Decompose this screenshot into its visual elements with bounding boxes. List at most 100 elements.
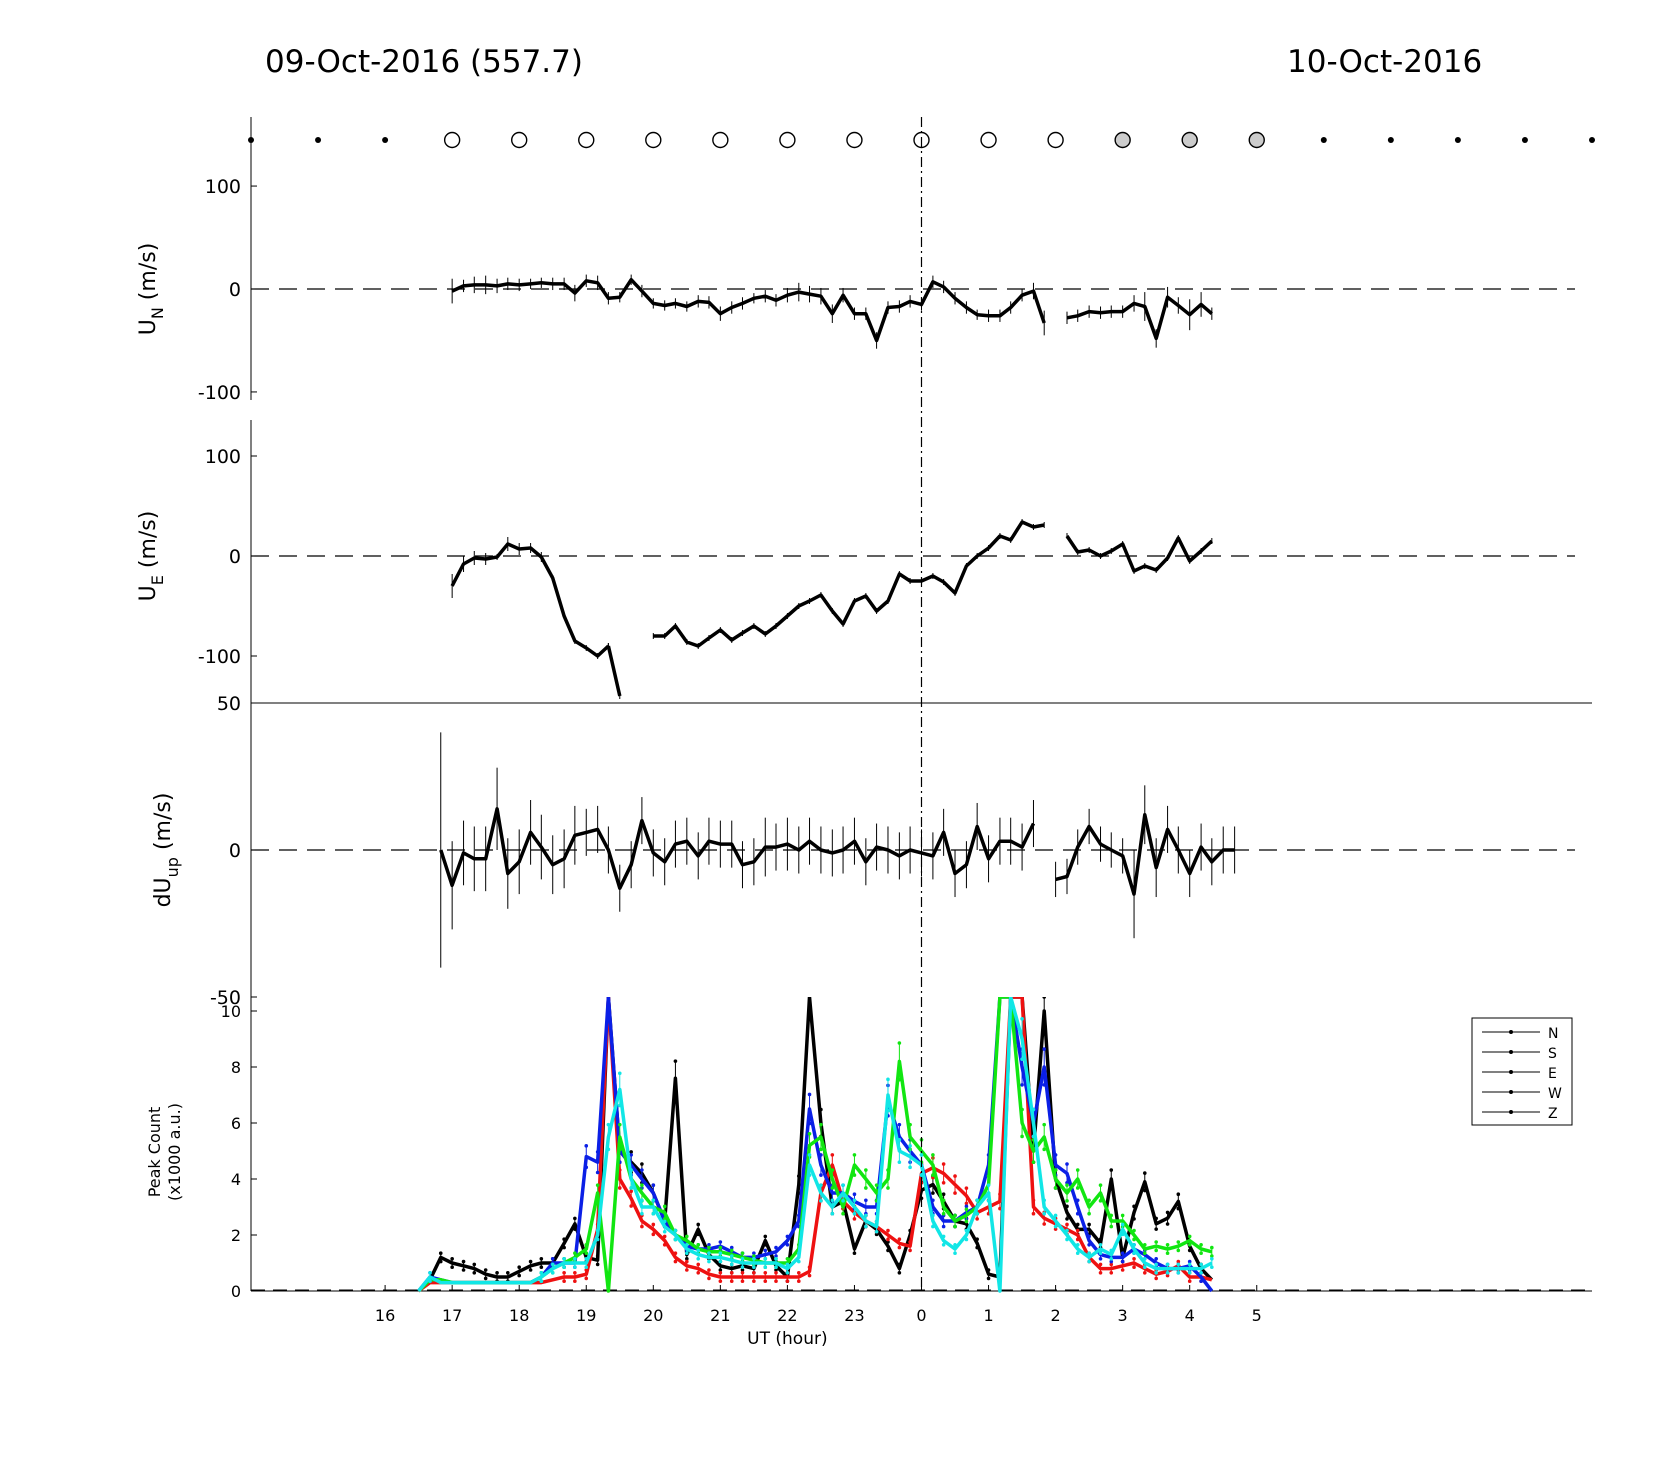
point-Z <box>1098 1251 1103 1255</box>
point-W <box>752 1254 756 1258</box>
x-tick-label: 2 <box>1051 1306 1061 1325</box>
point-N <box>450 1265 454 1269</box>
point-Z <box>1176 1271 1181 1275</box>
point-W <box>964 1207 969 1212</box>
point-Z <box>1154 1271 1158 1275</box>
point-Z <box>1176 1262 1181 1267</box>
point-S <box>763 1279 768 1283</box>
y-tick-label: 100 <box>205 446 241 468</box>
point-N <box>763 1234 768 1239</box>
point-Z <box>550 1271 555 1275</box>
series-group <box>417 997 1214 1293</box>
un-panel: -100 0 100 UN (m/s) <box>136 117 1575 404</box>
point-S <box>964 1201 969 1206</box>
point-Z <box>1020 1017 1024 1021</box>
point-S <box>1109 1271 1114 1275</box>
sky-marker-dot <box>1320 137 1327 143</box>
data-line <box>439 807 1036 890</box>
point-S <box>1132 1265 1136 1269</box>
point-W <box>595 1183 600 1187</box>
point-Z <box>841 1199 845 1203</box>
point-W <box>729 1248 734 1253</box>
point-S <box>886 1237 890 1242</box>
point-Z <box>886 1077 890 1082</box>
x-tick-label: 18 <box>509 1306 529 1325</box>
y-tick-label: -100 <box>198 646 241 668</box>
point-Z <box>696 1248 701 1253</box>
point-W <box>584 1251 589 1255</box>
point-Z <box>763 1265 768 1269</box>
point-N <box>483 1268 488 1272</box>
x-tick-label: 22 <box>777 1306 797 1325</box>
point-W <box>830 1186 835 1190</box>
point-Z <box>629 1186 633 1190</box>
point-S <box>562 1271 566 1275</box>
point-S <box>1042 1222 1047 1226</box>
legend-marker-E <box>1509 1070 1513 1074</box>
point-E <box>1109 1259 1114 1264</box>
point-Z <box>640 1211 644 1216</box>
point-E <box>729 1245 734 1250</box>
chart-title-left: 09-Oct-2016 (557.7) <box>265 44 583 80</box>
point-Z <box>718 1259 723 1264</box>
point-S <box>696 1271 701 1275</box>
y-axis-label: dUup (m/s) <box>151 793 182 908</box>
point-E <box>897 1122 902 1127</box>
point-Z <box>1120 1222 1125 1227</box>
y-tick-label: 50 <box>217 693 241 715</box>
point-S <box>964 1186 969 1190</box>
y-tick-label: 4 <box>231 1170 241 1189</box>
point-S <box>1187 1279 1192 1283</box>
point-Z <box>539 1279 544 1283</box>
point-Z <box>707 1259 711 1264</box>
point-S <box>953 1174 957 1178</box>
point-Z <box>740 1265 745 1269</box>
x-tick-label: 19 <box>576 1306 596 1325</box>
point-Z <box>897 1160 902 1164</box>
point-S <box>897 1237 902 1241</box>
data-line <box>653 520 1045 648</box>
point-S <box>1142 1271 1147 1275</box>
point-S <box>1165 1273 1170 1278</box>
point-N <box>1154 1227 1158 1231</box>
y-tick-label: 0 <box>231 1282 241 1301</box>
point-S <box>886 1228 890 1233</box>
point-Z <box>562 1257 566 1261</box>
legend-label-N: N <box>1548 1026 1558 1042</box>
point-E <box>629 1153 633 1157</box>
point-S <box>685 1268 689 1272</box>
point-Z <box>752 1265 756 1269</box>
sky-marker-open <box>846 131 863 149</box>
point-N <box>506 1271 510 1275</box>
point-W <box>1065 1199 1069 1203</box>
point-W <box>864 1186 868 1190</box>
point-W <box>941 1211 946 1216</box>
point-Z <box>729 1254 734 1258</box>
point-Z <box>550 1262 555 1267</box>
point-S <box>830 1153 835 1157</box>
point-S <box>718 1279 723 1283</box>
point-W <box>953 1224 957 1229</box>
point-Z <box>830 1198 835 1203</box>
x-tick-label: 17 <box>442 1306 462 1325</box>
point-W <box>864 1168 868 1172</box>
point-E <box>1154 1257 1158 1261</box>
point-Z <box>819 1199 823 1203</box>
point-Z <box>1075 1251 1080 1255</box>
x-tick-label: 4 <box>1185 1306 1195 1325</box>
point-S <box>573 1279 577 1283</box>
point-Z <box>584 1265 589 1269</box>
point-S <box>941 1181 946 1185</box>
point-Z <box>562 1265 566 1269</box>
point-W <box>897 1041 902 1045</box>
sky-marker-gray <box>1248 131 1265 149</box>
point-W <box>807 1131 812 1136</box>
point-S <box>740 1271 745 1275</box>
point-W <box>696 1243 701 1247</box>
point-Z <box>662 1229 667 1234</box>
point-Z <box>1187 1262 1192 1267</box>
point-W <box>573 1251 577 1255</box>
point-W <box>662 1204 667 1209</box>
point-N <box>740 1268 745 1272</box>
